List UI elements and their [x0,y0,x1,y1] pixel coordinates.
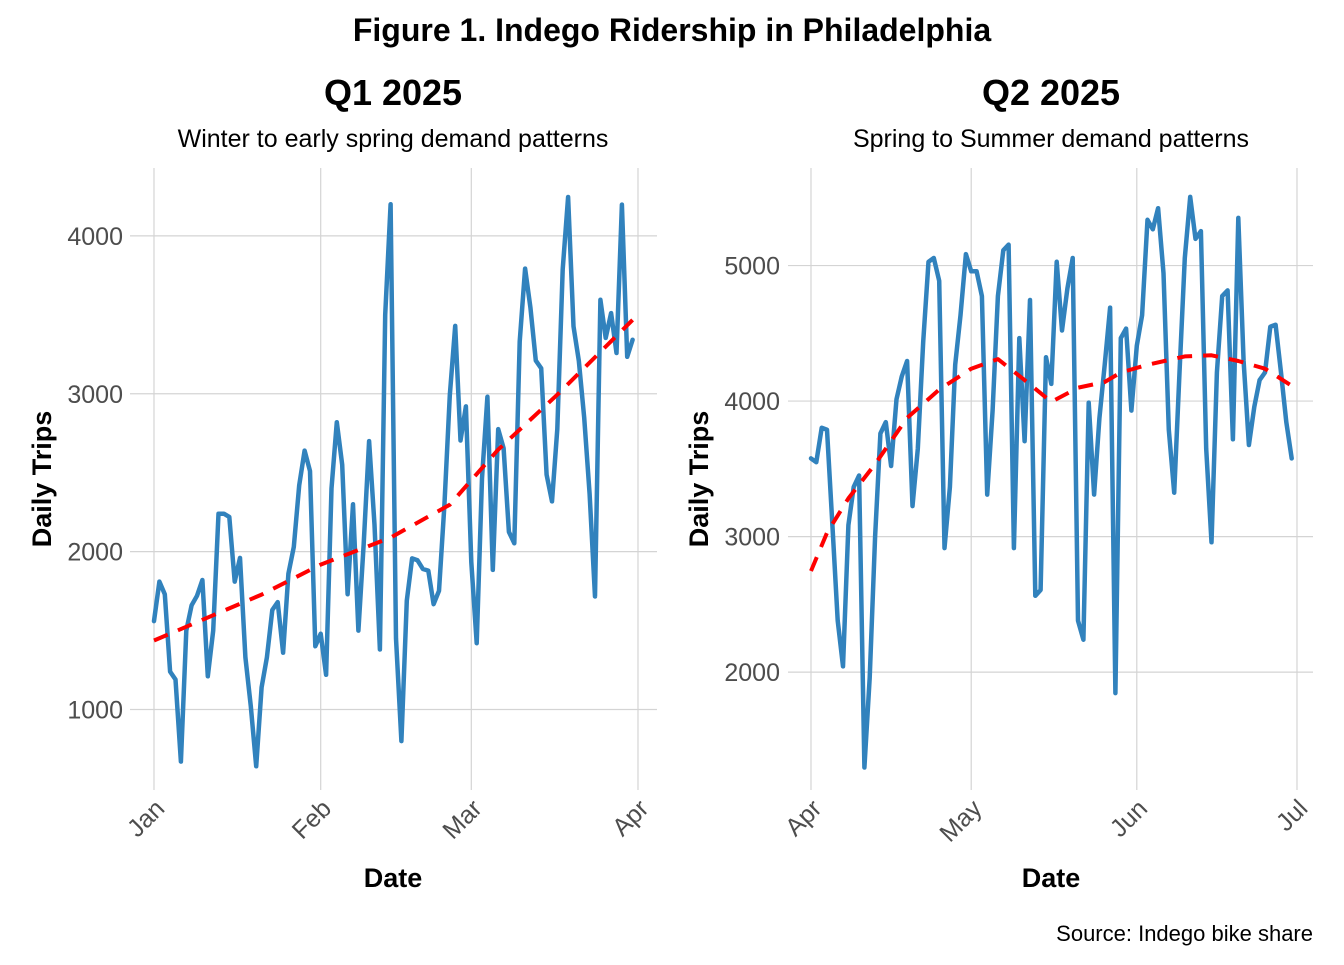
y-tick-label: 2000 [67,539,123,567]
trend-line [809,353,1293,572]
daily-trips-line [808,194,1294,770]
x-tick-label: Feb [287,794,337,844]
daily-trips-line [151,194,635,769]
panel-title: Q1 2025 [324,72,462,113]
panel-q1: Q1 2025 Winter to early spring demand pa… [27,72,657,893]
x-tick-label: Apr [607,794,654,841]
y-axis-label: Daily Trips [27,411,57,548]
panel-subtitle: Winter to early spring demand patterns [178,125,609,153]
y-tick-label: 1000 [67,696,123,724]
panel-q2: Q2 2025 Spring to Summer demand patterns… [684,72,1313,893]
source-caption: Source: Indego bike share [1056,921,1313,946]
y-axis-label: Daily Trips [684,411,714,548]
y-tick-label: 3000 [67,381,123,409]
panel-subtitle: Spring to Summer demand patterns [853,125,1249,153]
x-axis-label: Date [364,863,423,893]
figure-title: Figure 1. Indego Ridership in Philadelph… [353,12,992,48]
y-tick-label: 4000 [724,388,780,416]
x-tick-label: May [934,794,988,848]
panel-title: Q2 2025 [982,72,1120,113]
x-tick-label: Jul [1271,794,1313,836]
x-tick-label: Mar [437,794,487,844]
y-tick-label: 5000 [724,253,780,281]
y-tick-label: 3000 [724,524,780,552]
trend-line [153,318,635,643]
y-tick-label: 2000 [724,659,780,687]
y-tick-label: 4000 [67,223,123,251]
x-axis-label: Date [1022,863,1081,893]
x-tick-label: Apr [780,794,827,841]
x-tick-label: Jan [122,794,170,842]
x-tick-label: Jun [1105,794,1153,842]
